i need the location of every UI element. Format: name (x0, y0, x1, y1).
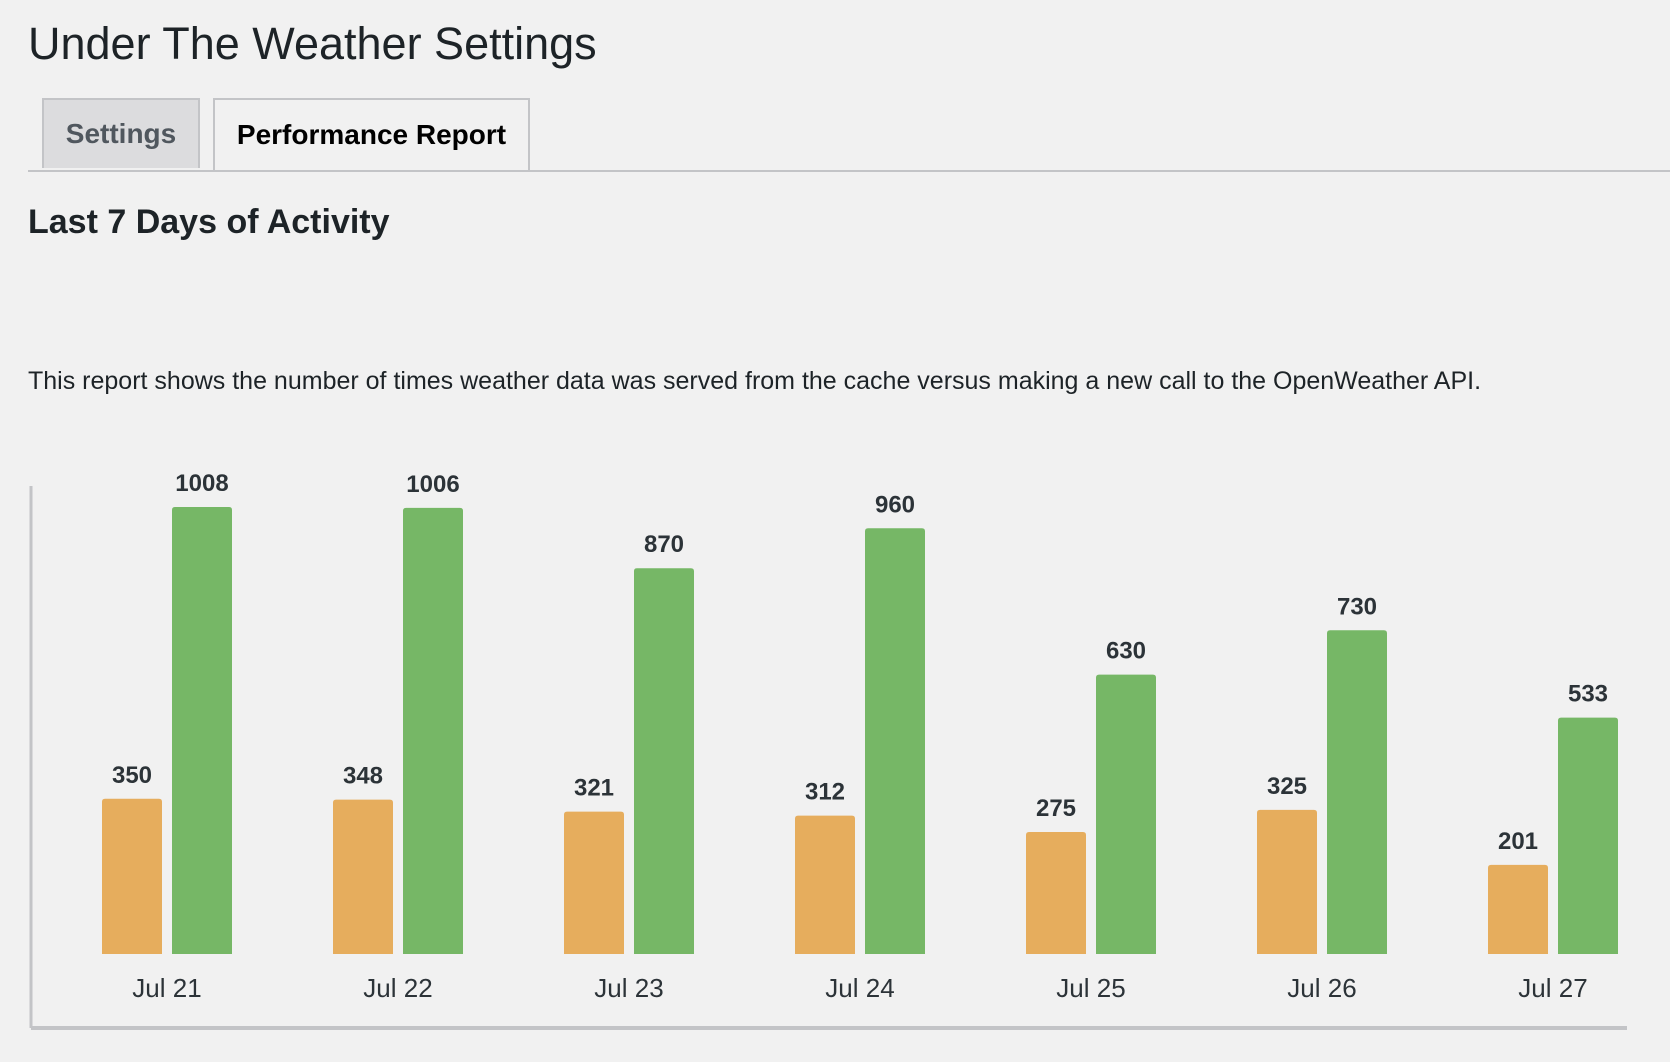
bar-value-label: 275 (1036, 795, 1076, 822)
bar (564, 811, 624, 954)
bar (403, 507, 463, 954)
bar (333, 799, 393, 954)
report-description: This report shows the number of times we… (28, 367, 1482, 395)
bar (865, 528, 925, 954)
x-tick-label: Jul 22 (363, 973, 432, 1003)
bar-value-label: 730 (1337, 593, 1377, 620)
bar (172, 507, 232, 954)
bar-value-label: 1006 (406, 471, 459, 498)
bar-value-label: 1008 (175, 470, 228, 497)
bar (1096, 674, 1156, 954)
bar (1488, 864, 1548, 954)
bar-value-label: 325 (1267, 773, 1307, 800)
x-tick-label: Jul 24 (825, 973, 894, 1003)
x-tick-label: Jul 27 (1518, 973, 1587, 1003)
x-tick-label: Jul 23 (594, 973, 663, 1003)
tab-bar: Settings Performance Report (28, 98, 1670, 172)
bar-value-label: 312 (805, 779, 845, 806)
tab-settings[interactable]: Settings (42, 98, 200, 168)
bar (1558, 717, 1618, 954)
bar-value-label: 321 (574, 775, 614, 802)
page-title: Under The Weather Settings (28, 18, 597, 69)
x-tick-label: Jul 25 (1056, 973, 1125, 1003)
bar (1327, 630, 1387, 954)
bar (1026, 832, 1086, 954)
bar-value-label: 201 (1498, 828, 1538, 855)
bar-value-label: 350 (112, 762, 152, 789)
x-tick-label: Jul 21 (132, 973, 201, 1003)
bar-value-label: 960 (875, 491, 915, 518)
report-heading: Last 7 Days of Activity (28, 203, 390, 241)
x-tick-label: Jul 26 (1287, 973, 1356, 1003)
bar (102, 798, 162, 954)
bar-value-label: 348 (343, 763, 383, 790)
bar (795, 815, 855, 954)
bar (634, 568, 694, 954)
tab-performance-report[interactable]: Performance Report (213, 98, 530, 170)
bar-value-label: 533 (1568, 681, 1608, 708)
bar (1257, 809, 1317, 954)
bar-value-label: 630 (1106, 638, 1146, 665)
bar-value-label: 870 (644, 531, 684, 558)
